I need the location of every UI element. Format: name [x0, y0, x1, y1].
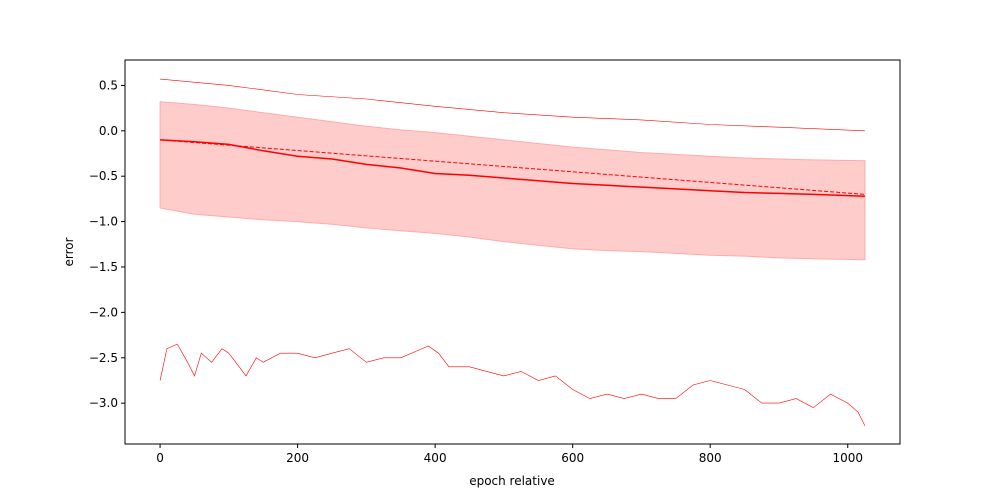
series-mean [160, 139, 865, 197]
x-tick-label: 0 [156, 451, 164, 465]
y-tick-label: −1.5 [89, 260, 118, 274]
plot-area [159, 78, 866, 426]
y-tick-label: −2.0 [89, 305, 118, 319]
y-tick-label: 0.5 [99, 78, 118, 92]
series-max [160, 78, 865, 132]
axes-frame [124, 59, 901, 445]
y-tick-label: −2.5 [89, 351, 118, 365]
x-tick-label: 800 [699, 451, 722, 465]
x-tick-label: 1000 [832, 451, 863, 465]
std-band [159, 101, 866, 261]
y-axis-label: error [62, 237, 76, 266]
y-tick-label: −0.5 [89, 169, 118, 183]
y-axis: 0.5 0.0 −0.5 −1.0 −1.5 −2.0 −2.5 −3.0 [89, 78, 125, 410]
x-tick-label: 400 [424, 451, 447, 465]
y-tick-label: 0.0 [99, 124, 118, 138]
x-tick-label: 600 [561, 451, 584, 465]
y-tick-label: −3.0 [89, 396, 118, 410]
series-linear-fit [160, 139, 865, 195]
y-tick-label: −1.0 [89, 215, 118, 229]
series-min [159, 343, 866, 426]
x-axis-label: epoch relative [469, 474, 555, 488]
x-axis: 0 200 400 600 800 1000 [156, 444, 863, 465]
x-tick-label: 200 [286, 451, 309, 465]
